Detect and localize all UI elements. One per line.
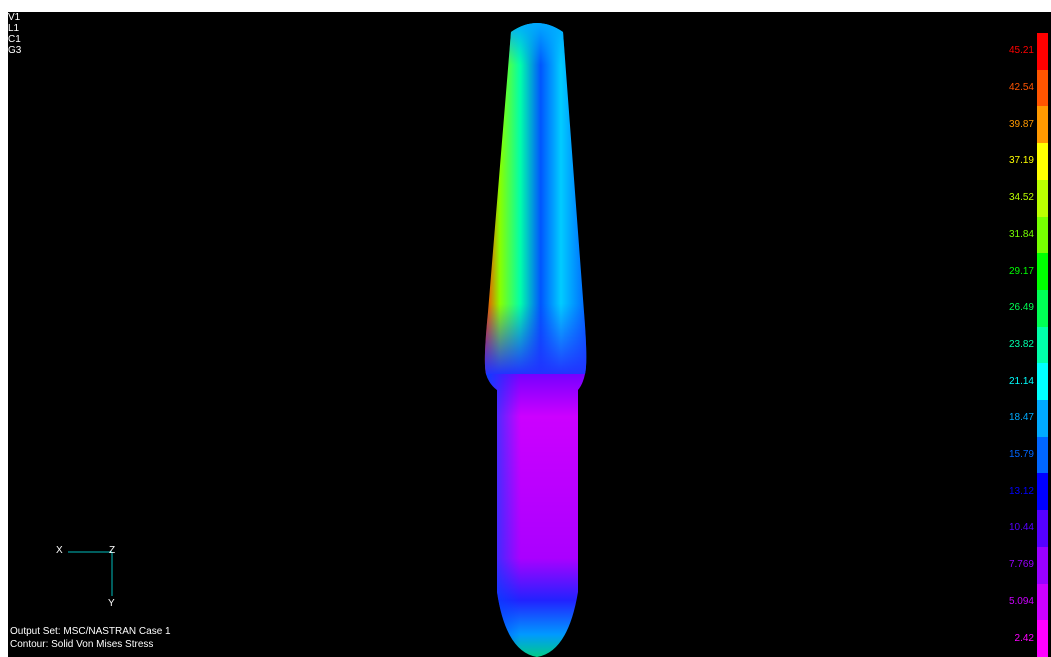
legend-swatch	[1037, 584, 1048, 621]
view-flag: L1	[8, 23, 19, 34]
page: {"view_flags": ["V1", "L1", "C1", "G3"],…	[0, 0, 1051, 657]
legend-label: 18.47	[1009, 412, 1034, 423]
triad-label: Y	[108, 598, 115, 609]
legend-swatch	[1037, 327, 1048, 364]
legend-label: 5.094	[1009, 596, 1034, 607]
legend-swatch	[1037, 620, 1048, 657]
legend-label: 34.52	[1009, 192, 1034, 203]
legend-label: 15.79	[1009, 449, 1034, 460]
legend-swatch	[1037, 437, 1048, 474]
legend-swatch	[1037, 70, 1048, 107]
triad-label: X	[56, 545, 63, 556]
triad-label: Z	[109, 545, 115, 556]
legend-swatch	[1037, 363, 1048, 400]
legend-label: 31.84	[1009, 229, 1034, 240]
legend-swatch	[1037, 106, 1048, 143]
legend-swatch	[1037, 473, 1048, 510]
legend-label: 13.12	[1009, 486, 1034, 497]
legend-swatch	[1037, 143, 1048, 180]
upper-shade	[485, 23, 586, 374]
legend-label: 29.17	[1009, 266, 1034, 277]
legend-label: 45.21	[1009, 45, 1034, 56]
lower-shade	[486, 374, 585, 657]
legend-swatch	[1037, 547, 1048, 584]
viewport: V1 L1 C1 G3 X Z Y Output Set: MSC/NASTRA…	[8, 12, 1051, 657]
legend-label: 21.14	[1009, 376, 1034, 387]
footer-text: Contour: Solid Von Mises Stress	[10, 639, 153, 650]
legend-swatch	[1037, 510, 1048, 547]
view-flag: C1	[8, 34, 21, 45]
legend-label: 37.19	[1009, 155, 1034, 166]
legend-label: 2.42	[1015, 633, 1034, 644]
legend-swatch	[1037, 33, 1048, 70]
legend-label: 42.54	[1009, 82, 1034, 93]
legend-label: 26.49	[1009, 302, 1034, 313]
legend-swatch	[1037, 253, 1048, 290]
legend-label: 7.769	[1009, 559, 1034, 570]
legend-label: 23.82	[1009, 339, 1034, 350]
view-flag: G3	[8, 45, 21, 56]
legend-label: 39.87	[1009, 119, 1034, 130]
footer-text: Output Set: MSC/NASTRAN Case 1	[10, 626, 171, 637]
legend-swatch	[1037, 180, 1048, 217]
legend-swatch	[1037, 217, 1048, 254]
legend-label: 10.44	[1009, 522, 1034, 533]
view-flag: V1	[8, 12, 20, 23]
legend-swatch	[1037, 400, 1048, 437]
model-view	[8, 12, 1051, 657]
legend-swatch	[1037, 290, 1048, 327]
